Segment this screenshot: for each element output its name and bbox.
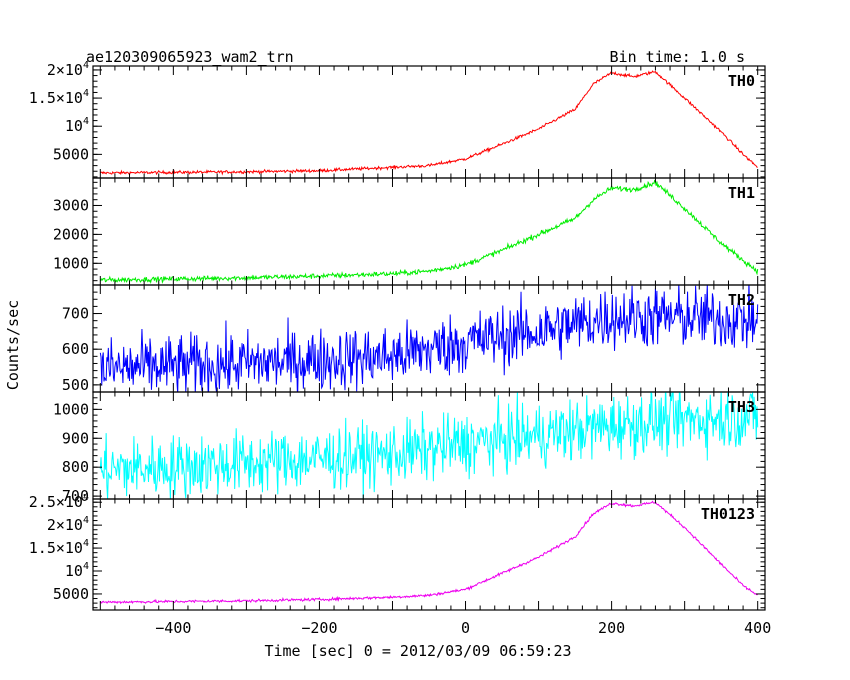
y-tick-label: 104 [65, 561, 89, 580]
y-tick-label: 1.5×104 [29, 538, 89, 557]
y-tick-label: 2000 [53, 225, 89, 243]
panel-th2: 500 600 700 TH2 [62, 284, 766, 394]
panel-th0: 5000 104 1.5×104 2×104 TH0 [29, 60, 766, 179]
panel-label-th2: TH2 [728, 291, 755, 309]
panel-label-th0123: TH0123 [701, 505, 755, 523]
y-tick-label: 1000 [53, 254, 89, 272]
y-tick-label: 600 [62, 340, 89, 358]
y-tick-label: 5000 [53, 585, 89, 603]
panel-th3: 700 800 900 1000 TH3 [53, 391, 766, 505]
y-tick-label: 1.5×104 [29, 88, 89, 107]
x-tick-label: 400 [744, 619, 771, 637]
y-tick-label: 900 [62, 429, 89, 447]
panel-label-th3: TH3 [728, 398, 755, 416]
panel-label-th1: TH1 [728, 184, 755, 202]
y-tick-label: 500 [62, 376, 89, 394]
x-axis-label: Time [sec] 0 = 2012/03/09 06:59:23 [264, 642, 571, 660]
bin-time-label: Bin time: 1.0 s [610, 48, 745, 66]
series-line-th0123 [100, 500, 758, 605]
x-tick-label: 0 [461, 619, 470, 637]
y-axis-label: Counts/sec [4, 300, 22, 390]
series-line-th1 [99, 179, 759, 285]
series-line-th3 [99, 392, 759, 499]
y-tick-label: 700 [62, 305, 89, 323]
y-tick-label: 2.5×104 [29, 492, 89, 511]
panel-frame [92, 498, 766, 611]
y-tick-label: 2×104 [47, 515, 89, 534]
panel-th0123: 5000 104 1.5×104 2×104 2.5×104 TH0123 [29, 492, 766, 611]
y-tick-label: 2×104 [47, 60, 89, 79]
y-tick-label: 104 [65, 116, 89, 135]
chart-title: ae120309065923_wam2_trn [86, 48, 294, 66]
series-line-th0 [100, 70, 758, 176]
x-tick-label: 200 [598, 619, 625, 637]
y-tick-label: 5000 [53, 145, 89, 163]
panel-frame [92, 177, 766, 286]
y-tick-label: 1000 [53, 400, 89, 418]
x-tick-label: −200 [301, 619, 337, 637]
y-tick-label: 3000 [53, 196, 89, 214]
panel-label-th0: TH0 [728, 72, 755, 90]
series-line-th2 [99, 285, 759, 392]
panel-th1: 1000 2000 3000 TH1 [53, 177, 766, 286]
y-tick-label: 700 [62, 487, 89, 505]
panels-group: 50001041.5×1042×104TH0100020003000TH1500… [29, 60, 771, 637]
y-tick-label: 800 [62, 458, 89, 476]
panel-frame [92, 65, 766, 179]
x-tick-label: −400 [155, 619, 191, 637]
